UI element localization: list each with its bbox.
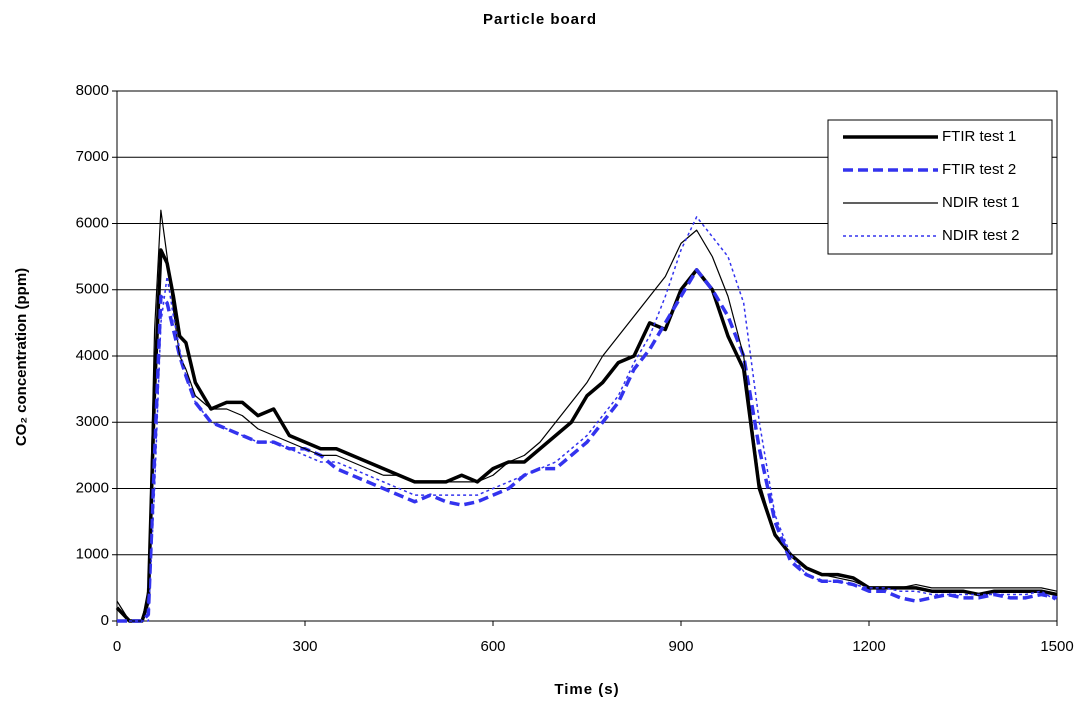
legend-label: FTIR test 2: [942, 161, 1016, 178]
y-tick-label: 6000: [76, 214, 109, 231]
y-tick-label: 3000: [76, 413, 109, 430]
y-tick-label: 8000: [76, 82, 109, 99]
legend-label: NDIR test 1: [942, 194, 1020, 211]
legend-label: NDIR test 2: [942, 227, 1020, 244]
legend-box: [827, 119, 1053, 255]
x-axis-label: Time (s): [554, 681, 619, 698]
x-tick-label: 1200: [852, 638, 885, 655]
series-line: [116, 209, 1058, 622]
series-line: [117, 216, 1058, 622]
y-tick-label: 7000: [76, 148, 109, 165]
y-tick-label: 2000: [76, 479, 109, 496]
y-axis-label: CO₂ concentration (ppm): [13, 268, 30, 446]
x-tick-label: 300: [292, 638, 317, 655]
x-tick-label: 600: [480, 638, 505, 655]
x-tick-label: 900: [668, 638, 693, 655]
plot-frame: [116, 90, 1058, 622]
legend-label: FTIR test 1: [942, 128, 1016, 145]
x-tick-label: 0: [113, 638, 121, 655]
y-tick-label: 0: [101, 612, 109, 629]
chart-title: Particle board: [483, 11, 597, 28]
y-tick-label: 1000: [76, 546, 109, 563]
y-tick-label: 4000: [76, 347, 109, 364]
series-line: [117, 268, 1058, 623]
x-tick-label: 1500: [1040, 638, 1073, 655]
y-tick-label: 5000: [76, 281, 109, 298]
